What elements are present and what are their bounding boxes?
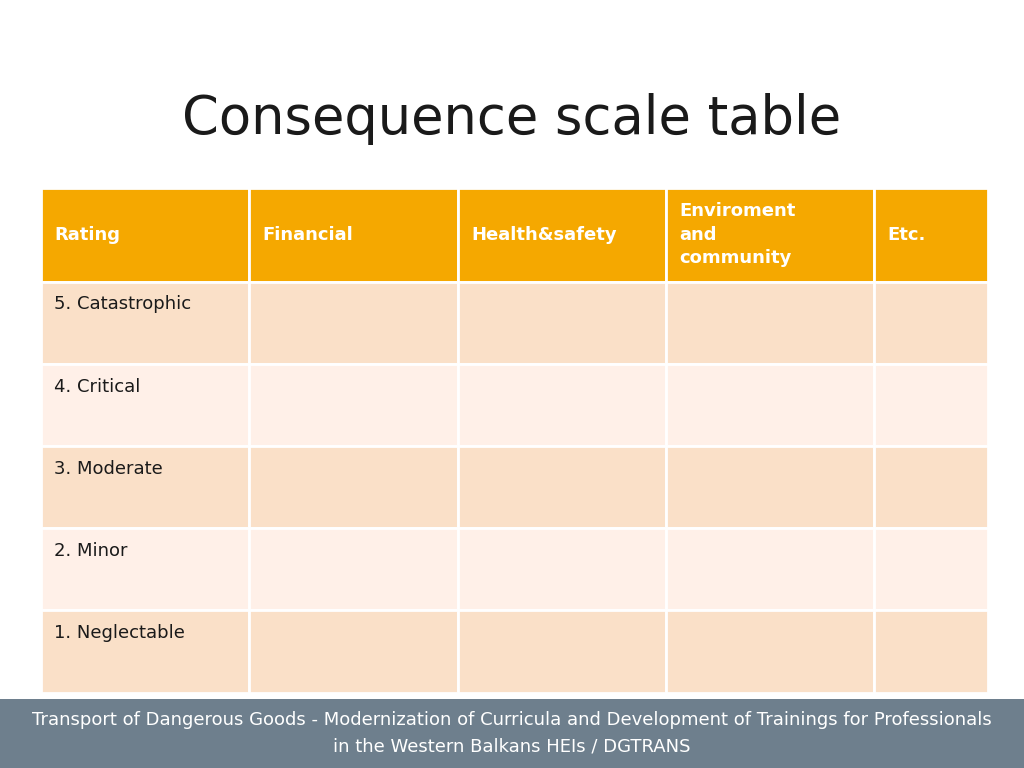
FancyBboxPatch shape: [666, 282, 874, 364]
Text: Enviroment
and
community: Enviroment and community: [680, 202, 796, 267]
FancyBboxPatch shape: [41, 446, 250, 528]
Text: 1. Neglectable: 1. Neglectable: [54, 624, 185, 642]
FancyBboxPatch shape: [874, 188, 988, 282]
FancyBboxPatch shape: [874, 364, 988, 446]
Text: Etc.: Etc.: [888, 226, 926, 243]
FancyBboxPatch shape: [874, 611, 988, 693]
FancyBboxPatch shape: [250, 446, 458, 528]
FancyBboxPatch shape: [250, 611, 458, 693]
FancyBboxPatch shape: [41, 611, 250, 693]
FancyBboxPatch shape: [458, 611, 666, 693]
Text: 4. Critical: 4. Critical: [54, 378, 140, 396]
Text: 5. Catastrophic: 5. Catastrophic: [54, 296, 191, 313]
FancyBboxPatch shape: [41, 282, 250, 364]
FancyBboxPatch shape: [0, 699, 1024, 768]
FancyBboxPatch shape: [458, 528, 666, 611]
Text: Rating: Rating: [54, 226, 120, 243]
Text: Health&safety: Health&safety: [471, 226, 616, 243]
Text: Consequence scale table: Consequence scale table: [182, 93, 842, 145]
FancyBboxPatch shape: [250, 528, 458, 611]
FancyBboxPatch shape: [41, 364, 250, 446]
FancyBboxPatch shape: [874, 528, 988, 611]
FancyBboxPatch shape: [874, 446, 988, 528]
FancyBboxPatch shape: [666, 364, 874, 446]
FancyBboxPatch shape: [250, 364, 458, 446]
Text: Financial: Financial: [262, 226, 353, 243]
FancyBboxPatch shape: [41, 188, 250, 282]
FancyBboxPatch shape: [41, 528, 250, 611]
FancyBboxPatch shape: [874, 282, 988, 364]
FancyBboxPatch shape: [458, 446, 666, 528]
FancyBboxPatch shape: [666, 528, 874, 611]
FancyBboxPatch shape: [458, 188, 666, 282]
FancyBboxPatch shape: [666, 188, 874, 282]
FancyBboxPatch shape: [250, 282, 458, 364]
FancyBboxPatch shape: [666, 446, 874, 528]
FancyBboxPatch shape: [458, 364, 666, 446]
Text: 3. Moderate: 3. Moderate: [54, 460, 163, 478]
Text: Transport of Dangerous Goods - Modernization of Curricula and Development of Tra: Transport of Dangerous Goods - Moderniza…: [32, 711, 992, 756]
FancyBboxPatch shape: [666, 611, 874, 693]
FancyBboxPatch shape: [458, 282, 666, 364]
FancyBboxPatch shape: [250, 188, 458, 282]
Text: 2. Minor: 2. Minor: [54, 542, 128, 560]
